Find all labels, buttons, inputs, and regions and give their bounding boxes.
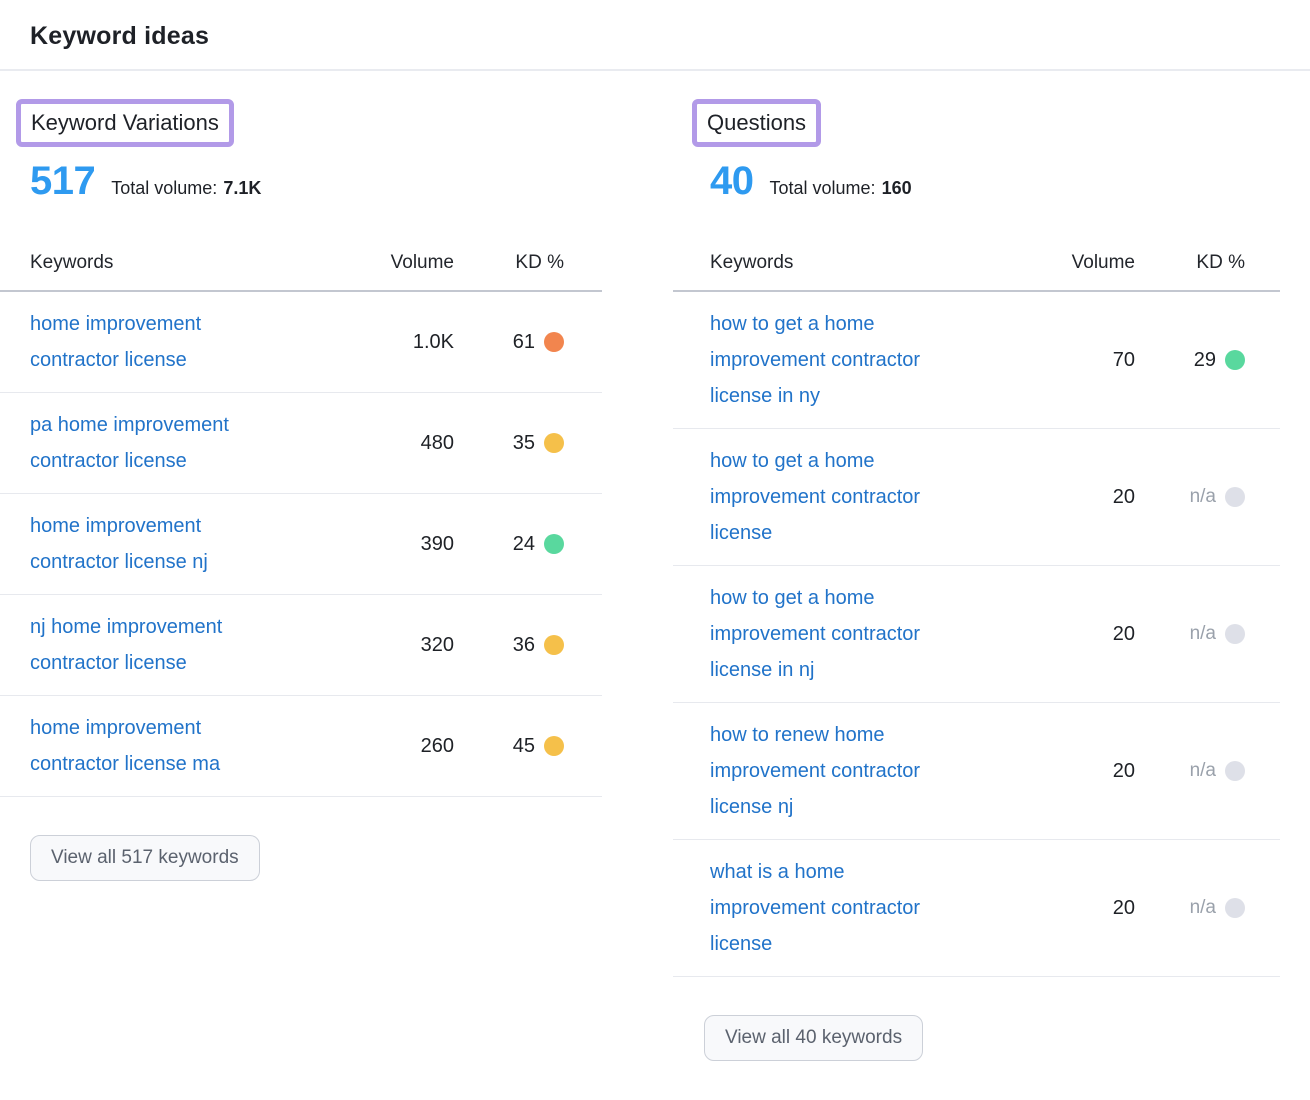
column-header-volume: Volume — [390, 252, 454, 273]
kd-indicator-dot — [1225, 350, 1245, 370]
kd-indicator-dot — [544, 635, 564, 655]
volume-value: 390 — [420, 532, 454, 555]
column-header-kd: KD % — [1196, 252, 1245, 273]
kd-indicator-dot — [1225, 624, 1245, 644]
table-row: what is a home improvement contractor li… — [673, 840, 1280, 977]
table-row: how to renew home improvement contractor… — [673, 703, 1280, 840]
keyword-count: 517 — [30, 159, 96, 203]
column-header-kd: KD % — [515, 252, 564, 273]
section-stats: 517 Total volume: 7.1K — [0, 158, 261, 204]
table-row: nj home improvement contractor license 3… — [0, 595, 602, 696]
questions-section: Questions 40 Total volume: 160 Keywords … — [673, 71, 1280, 1061]
kd-indicator-dot — [544, 433, 564, 453]
kd-value: 24 — [512, 532, 535, 555]
keyword-variations-table: Keywords Volume KD % home improvement co… — [0, 252, 602, 797]
total-volume-label: Total volume: — [769, 178, 876, 198]
total-volume-value: 7.1K — [223, 178, 262, 198]
keyword-variations-section: Keyword Variations 517 Total volume: 7.1… — [0, 71, 602, 881]
keyword-link[interactable]: how to renew home improvement contractor… — [710, 724, 921, 818]
kd-value: n/a — [1189, 760, 1216, 781]
kd-value: 29 — [1193, 348, 1216, 371]
table-row: how to get a home improvement contractor… — [673, 429, 1280, 566]
section-label-highlight: Questions — [692, 99, 822, 147]
kd-indicator-dot — [544, 534, 564, 554]
table-row: home improvement contractor license 1.0K… — [0, 292, 602, 393]
section-label: Questions — [707, 110, 807, 135]
kd-indicator-dot — [544, 332, 564, 352]
section-label: Keyword Variations — [31, 110, 219, 135]
kd-indicator-dot — [1225, 487, 1245, 507]
keyword-link[interactable]: pa home improvement contractor license — [30, 414, 229, 472]
volume-value: 20 — [1112, 896, 1135, 919]
kd-indicator-dot — [544, 736, 564, 756]
view-all-keywords-button[interactable]: View all 517 keywords — [30, 835, 260, 881]
keyword-link[interactable]: home improvement contractor license — [30, 313, 202, 371]
table-header-row: Keywords Volume KD % — [0, 252, 602, 292]
keyword-link[interactable]: how to get a home improvement contractor… — [710, 313, 921, 407]
column-header-volume: Volume — [1071, 252, 1135, 273]
kd-value: n/a — [1189, 486, 1216, 507]
kd-value: 45 — [512, 734, 535, 757]
keyword-count: 40 — [710, 159, 754, 203]
volume-value: 20 — [1112, 759, 1135, 782]
volume-value: 480 — [420, 431, 454, 454]
table-row: home improvement contractor license nj 3… — [0, 494, 602, 595]
column-header-keywords: Keywords — [710, 252, 794, 273]
view-all-keywords-button[interactable]: View all 40 keywords — [704, 1015, 924, 1061]
table-row: home improvement contractor license ma 2… — [0, 696, 602, 797]
keyword-link[interactable]: nj home improvement contractor license — [30, 616, 223, 674]
keyword-link[interactable]: home improvement contractor license nj — [30, 515, 208, 573]
keyword-link[interactable]: how to get a home improvement contractor… — [710, 587, 921, 681]
volume-value: 1.0K — [412, 330, 454, 353]
volume-value: 260 — [420, 734, 454, 757]
volume-value: 20 — [1112, 622, 1135, 645]
table-row: how to get a home improvement contractor… — [673, 292, 1280, 429]
kd-value: 36 — [512, 633, 535, 656]
section-stats: 40 Total volume: 160 — [673, 158, 912, 204]
keyword-link[interactable]: how to get a home improvement contractor… — [710, 450, 921, 544]
section-label-highlight: Keyword Variations — [16, 99, 234, 147]
header-divider — [0, 69, 1310, 71]
total-volume-label: Total volume: — [111, 178, 218, 198]
kd-value: n/a — [1189, 897, 1216, 918]
volume-value: 320 — [420, 633, 454, 656]
table-row: pa home improvement contractor license 4… — [0, 393, 602, 494]
page-title: Keyword ideas — [30, 22, 210, 50]
table-row: how to get a home improvement contractor… — [673, 566, 1280, 703]
volume-value: 20 — [1112, 485, 1135, 508]
keyword-link[interactable]: what is a home improvement contractor li… — [710, 861, 921, 955]
total-volume-value: 160 — [881, 178, 912, 198]
kd-indicator-dot — [1225, 761, 1245, 781]
volume-value: 70 — [1112, 348, 1135, 371]
questions-table: Keywords Volume KD % how to get a home i… — [673, 252, 1280, 977]
column-header-keywords: Keywords — [30, 252, 114, 273]
keyword-ideas-panel: Keyword Variations 517 Total volume: 7.1… — [0, 71, 1310, 1061]
table-header-row: Keywords Volume KD % — [673, 252, 1280, 292]
kd-value: 35 — [512, 431, 535, 454]
keyword-link[interactable]: home improvement contractor license ma — [30, 717, 221, 775]
kd-value: n/a — [1189, 623, 1216, 644]
kd-indicator-dot — [1225, 898, 1245, 918]
kd-value: 61 — [512, 330, 535, 353]
